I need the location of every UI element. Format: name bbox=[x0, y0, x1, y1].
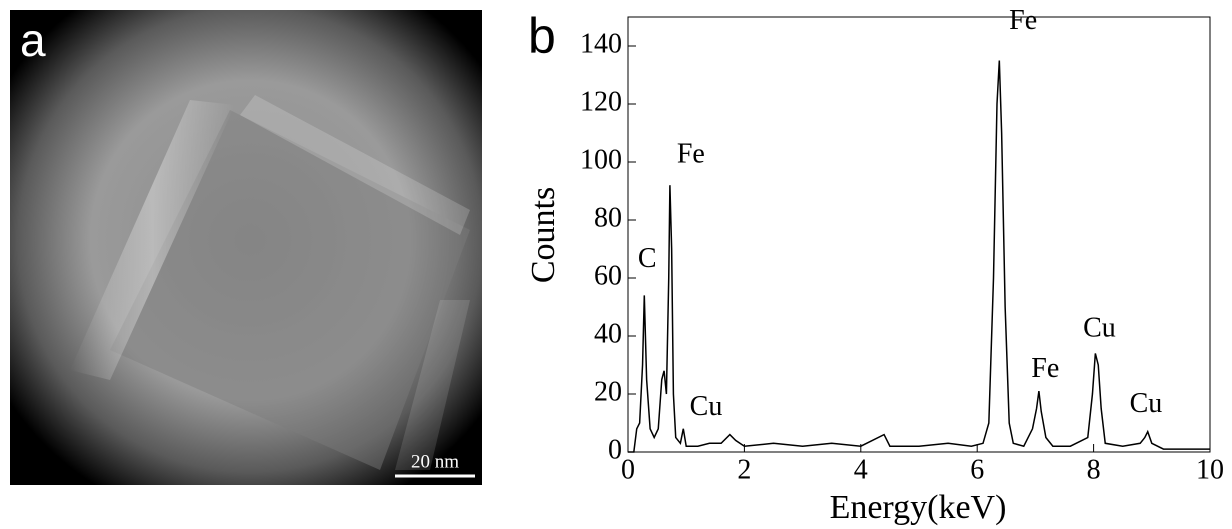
x-tick-label: 0 bbox=[621, 454, 635, 485]
peak-label: Fe bbox=[1031, 353, 1059, 384]
y-tick-label: 120 bbox=[580, 86, 622, 117]
spectrum-chart: b Energy(keV) Counts 0 20 40 60 80 100 120 140 0… bbox=[525, 5, 1224, 526]
spectrum-line bbox=[628, 60, 1210, 453]
peak-label: C bbox=[638, 243, 657, 274]
x-axis-label: Energy(keV) bbox=[830, 489, 1007, 526]
x-tick-label: 4 bbox=[854, 454, 868, 485]
peak-label: Cu bbox=[1130, 388, 1163, 419]
x-tick-label: 2 bbox=[737, 454, 751, 485]
y-tick-label: 40 bbox=[594, 318, 622, 349]
x-tick-label: 6 bbox=[970, 454, 984, 485]
y-tick-label: 140 bbox=[580, 28, 622, 59]
y-axis-label: Counts bbox=[525, 187, 562, 283]
peak-label: Cu bbox=[1083, 313, 1116, 344]
peak-label: Cu bbox=[690, 391, 723, 422]
x-tick-label: 8 bbox=[1087, 454, 1101, 485]
y-tick-label: 0 bbox=[608, 434, 622, 465]
y-tick-label: 20 bbox=[594, 376, 622, 407]
plot-frame bbox=[627, 16, 1211, 453]
y-tick-label: 100 bbox=[580, 144, 622, 175]
x-tick-label: 10 bbox=[1196, 454, 1224, 485]
y-tick-label: 60 bbox=[594, 260, 622, 291]
peak-label: Fe bbox=[1009, 5, 1037, 36]
scale-bar-label: 20 nm bbox=[411, 451, 459, 472]
tem-image bbox=[10, 10, 482, 485]
y-tick-label: 80 bbox=[594, 202, 622, 233]
panel-label: b bbox=[528, 8, 556, 64]
panel-label: a bbox=[20, 14, 46, 66]
peak-label: Fe bbox=[677, 139, 705, 170]
